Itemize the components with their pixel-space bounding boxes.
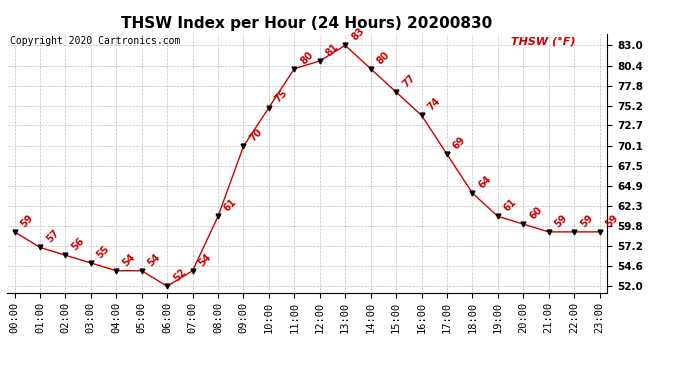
Text: 74: 74 [426,96,442,112]
Text: 80: 80 [299,49,315,66]
Text: 77: 77 [400,73,417,89]
Title: THSW Index per Hour (24 Hours) 20200830: THSW Index per Hour (24 Hours) 20200830 [121,16,493,31]
Text: 83: 83 [349,26,366,43]
Text: 69: 69 [451,135,468,152]
Text: 55: 55 [95,244,112,260]
Text: 54: 54 [121,251,137,268]
Text: 64: 64 [477,174,493,190]
Text: 75: 75 [273,88,290,105]
Text: 57: 57 [44,228,61,244]
Text: 61: 61 [222,197,239,214]
Text: 52: 52 [171,267,188,284]
Text: 59: 59 [553,213,569,229]
Text: 59: 59 [578,213,595,229]
Text: 54: 54 [146,251,163,268]
Text: 54: 54 [197,251,213,268]
Text: 70: 70 [248,127,264,144]
Text: 81: 81 [324,42,341,58]
Text: THSW (°F): THSW (°F) [511,36,575,46]
Text: Copyright 2020 Cartronics.com: Copyright 2020 Cartronics.com [10,36,180,46]
Text: 80: 80 [375,49,391,66]
Text: 56: 56 [70,236,86,252]
Text: 60: 60 [527,205,544,221]
Text: 61: 61 [502,197,519,214]
Text: 59: 59 [604,213,620,229]
Text: 59: 59 [19,213,35,229]
